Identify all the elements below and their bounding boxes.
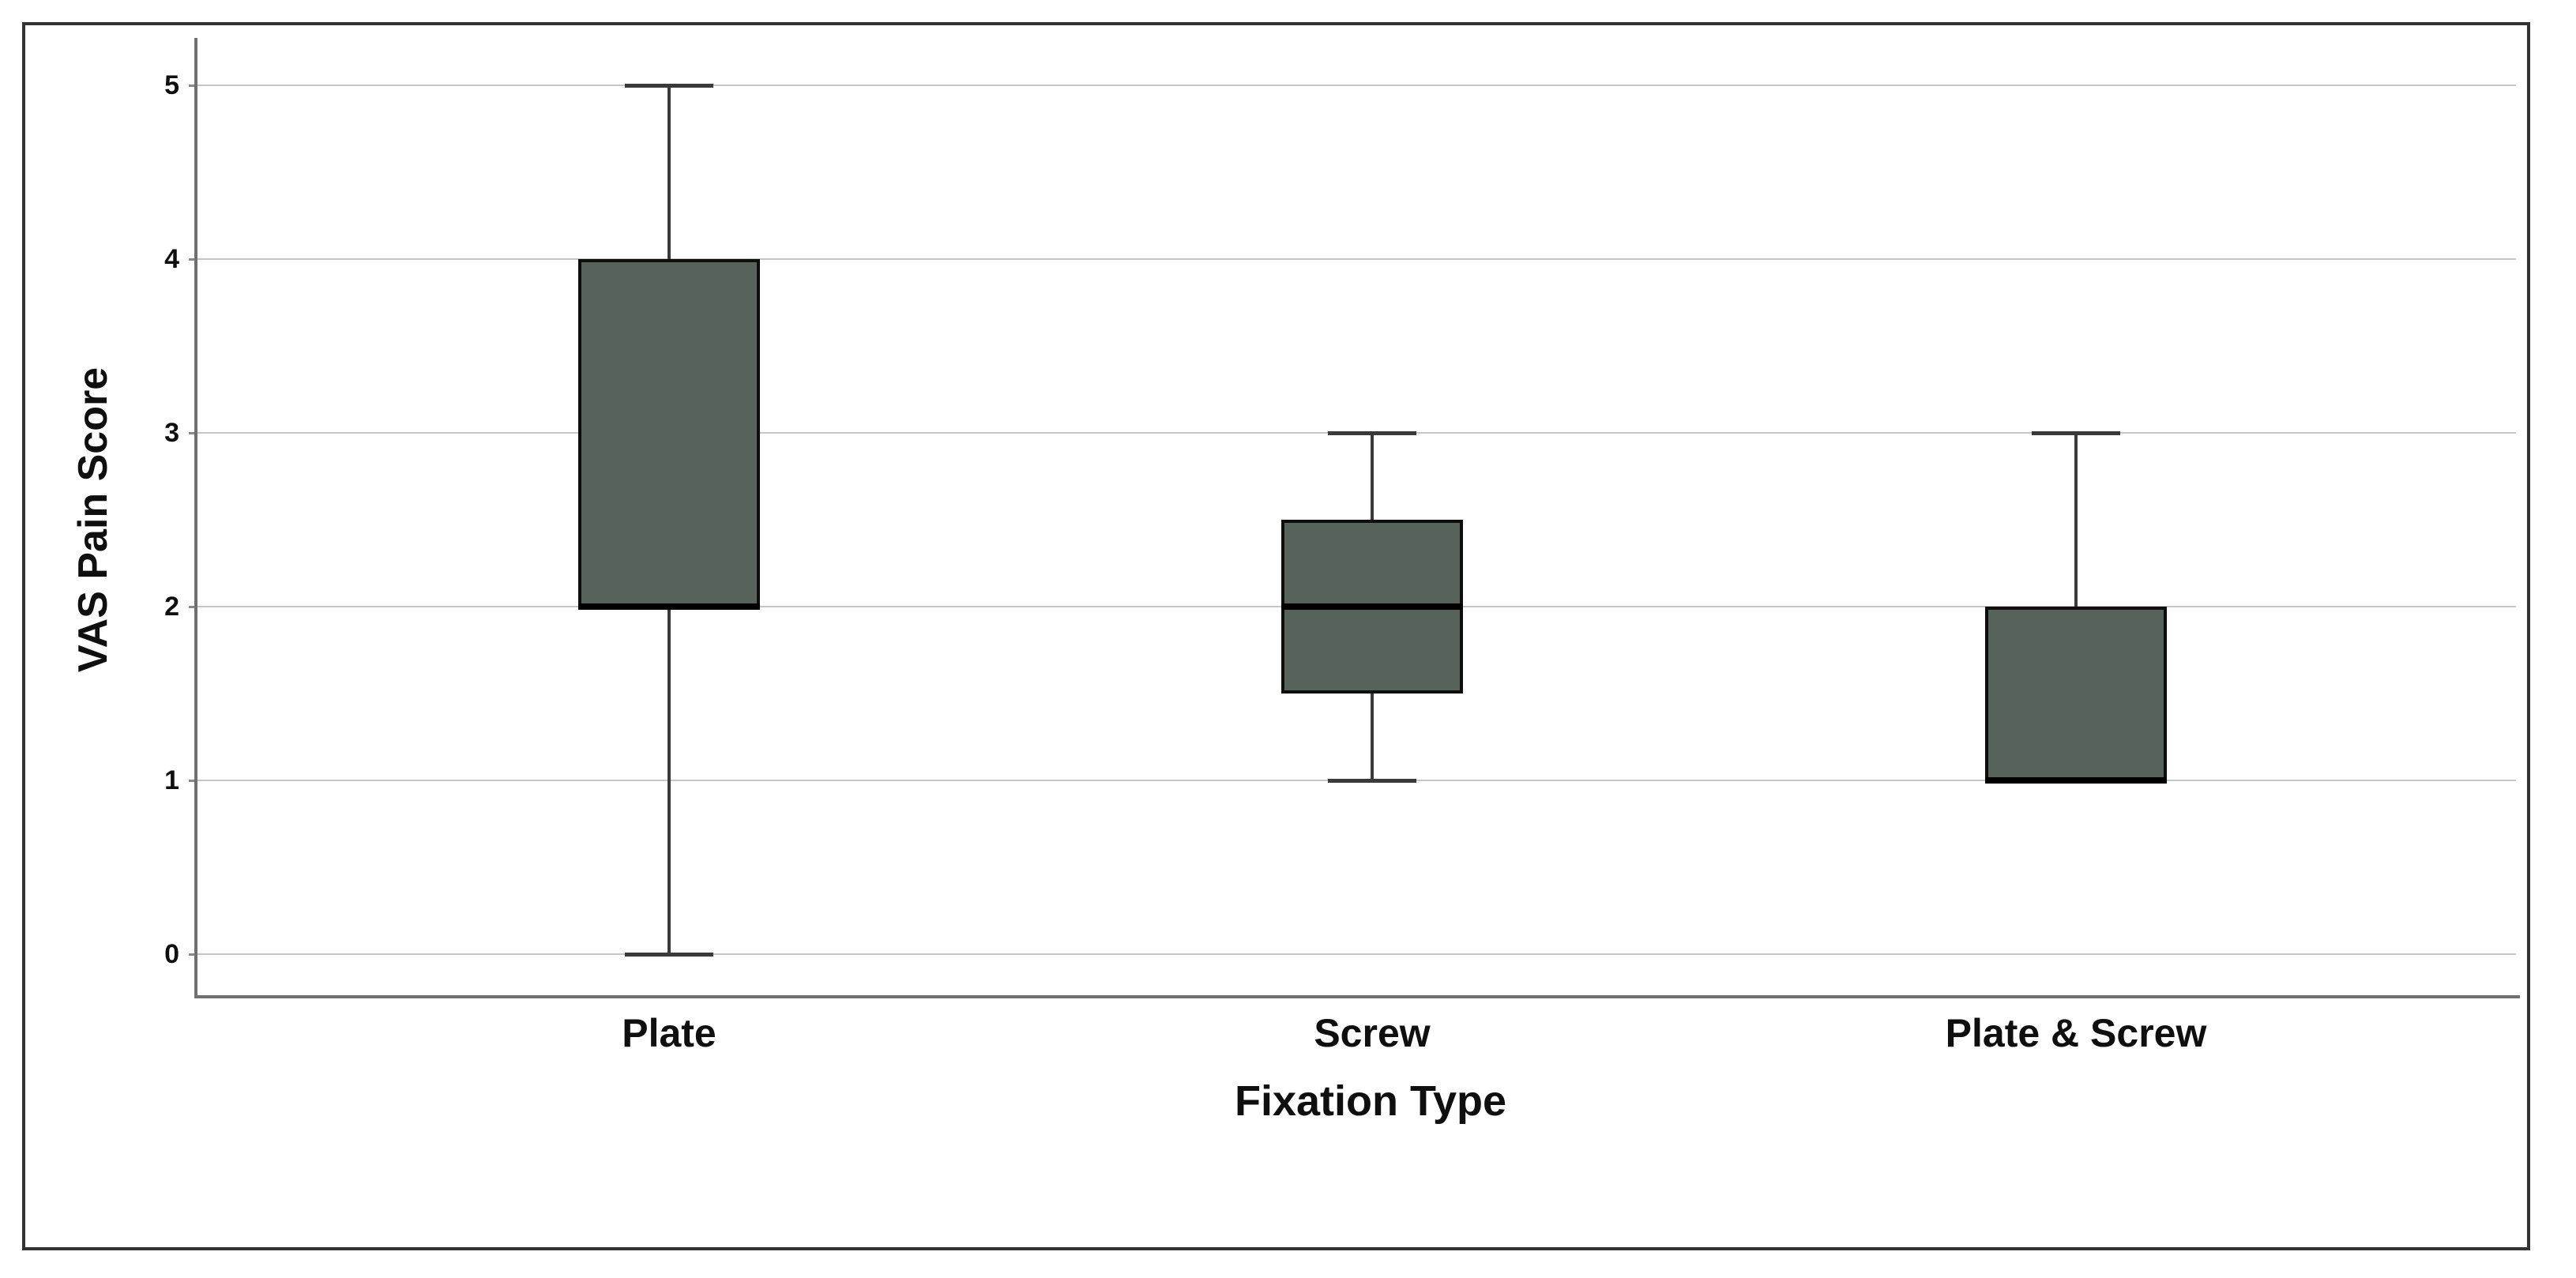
y-tick-label-5: 5 bbox=[164, 70, 179, 100]
upper-whisker-cap bbox=[625, 84, 713, 88]
y-tick-mark-3 bbox=[189, 432, 196, 434]
y-tick-mark-1 bbox=[189, 780, 196, 782]
y-tick-label-2: 2 bbox=[164, 592, 179, 622]
lower-whisker-cap bbox=[1328, 779, 1416, 783]
x-tick-label-1: Screw bbox=[1314, 1011, 1431, 1055]
y-tick-label-3: 3 bbox=[164, 418, 179, 448]
lower-whisker-cap bbox=[625, 953, 713, 957]
y-tick-label-1: 1 bbox=[164, 765, 179, 795]
upper-whisker-line bbox=[2074, 433, 2078, 607]
gridline-y-4 bbox=[196, 258, 2516, 260]
upper-whisker-line bbox=[1371, 433, 1374, 520]
figure-frame bbox=[22, 22, 2530, 1250]
y-tick-label-0: 0 bbox=[164, 939, 179, 969]
lower-whisker-line bbox=[1371, 694, 1374, 780]
y-tick-mark-5 bbox=[189, 85, 196, 87]
upper-whisker-line bbox=[668, 85, 671, 259]
x-tick-label-0: Plate bbox=[622, 1011, 716, 1055]
x-axis-title: Fixation Type bbox=[1234, 1077, 1507, 1125]
gridline-y-0 bbox=[196, 953, 2516, 955]
median-line-2 bbox=[1985, 777, 2167, 784]
x-axis-line bbox=[194, 995, 2520, 998]
lower-whisker-line bbox=[668, 607, 671, 954]
y-tick-mark-0 bbox=[189, 953, 196, 956]
median-line-1 bbox=[1281, 603, 1463, 610]
y-axis-line bbox=[194, 38, 197, 998]
upper-whisker-cap bbox=[2032, 431, 2120, 435]
y-tick-mark-4 bbox=[189, 258, 196, 261]
y-tick-mark-2 bbox=[189, 606, 196, 608]
gridline-y-5 bbox=[196, 85, 2516, 86]
box-0 bbox=[578, 259, 760, 607]
y-axis-title: VAS Pain Score bbox=[70, 366, 116, 673]
median-line-0 bbox=[578, 603, 760, 610]
box-2 bbox=[1985, 607, 2167, 780]
upper-whisker-cap bbox=[1328, 431, 1416, 435]
x-tick-label-2: Plate & Screw bbox=[1945, 1011, 2207, 1055]
y-tick-label-4: 4 bbox=[164, 244, 179, 274]
